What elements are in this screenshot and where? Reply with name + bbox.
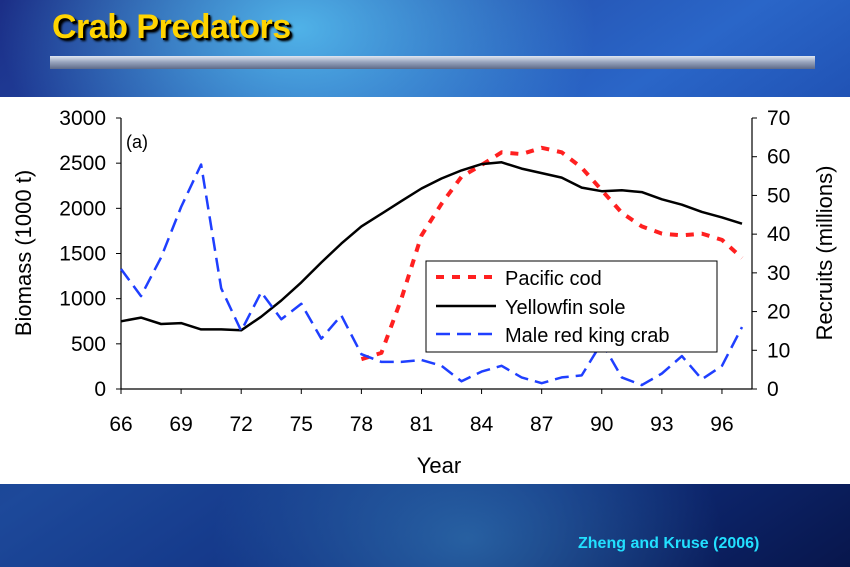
chart-panel: 66 69 72 75 78 81 84 87 90 93 96 0 500 1000 1500 2000 25… <box>0 97 850 484</box>
y-axis-label-left: Biomass (1000 t) <box>11 170 36 336</box>
x-tick-label: 81 <box>410 413 433 436</box>
series-line-male-red-king-crab <box>119 163 744 387</box>
x-tick-label: 93 <box>650 413 673 436</box>
legend-label-yellowfin-sole: Yellowfin sole <box>505 297 625 319</box>
y-axis-label-right: Recruits (millions) <box>812 166 837 341</box>
y-right-tick-label: 70 <box>767 107 790 130</box>
legend-label-pacific-cod: Pacific cod <box>505 268 602 290</box>
x-axis-label: Year <box>417 453 461 478</box>
citation-text: Zheng and Kruse (2006) <box>578 535 760 552</box>
y-right-tick-label: 30 <box>767 262 790 285</box>
y-left-tick-label: 0 <box>94 378 106 401</box>
y-right-tick-label: 40 <box>767 223 790 246</box>
title-underline-bar <box>50 56 815 69</box>
y-left-tick-label: 1000 <box>59 288 106 311</box>
slide-title: Crab Predators <box>52 8 291 46</box>
y-right-tick-label: 50 <box>767 184 790 207</box>
y-right-tick-label: 0 <box>767 378 779 401</box>
x-tick-label: 78 <box>350 413 373 436</box>
x-tick-label: 72 <box>230 413 253 436</box>
x-tick-label: 75 <box>290 413 313 436</box>
y-left-tick-label: 500 <box>71 333 106 356</box>
x-tick-label: 96 <box>710 413 733 436</box>
y-right-tick-label: 60 <box>767 146 790 169</box>
legend-label-male-red-king-crab: Male red king crab <box>505 325 670 347</box>
y-right-tick-label: 20 <box>767 301 790 324</box>
y-left-tick-label: 1500 <box>59 243 106 266</box>
y-left-tick-label: 2000 <box>59 197 106 220</box>
x-tick-label: 90 <box>590 413 613 436</box>
series-line-yellowfin-sole <box>120 161 743 332</box>
y-left-tick-label: 2500 <box>59 152 106 175</box>
panel-label: (a) <box>126 132 148 152</box>
y-right-tick-label: 10 <box>767 339 790 362</box>
line-chart: 66 69 72 75 78 81 84 87 90 93 96050010001500200025… <box>11 107 837 478</box>
chart-ticks: 66 69 72 75 78 81 84 87 90 93 96050010001500200025… <box>59 107 790 436</box>
x-tick-label: 69 <box>169 413 192 436</box>
x-tick-label: 87 <box>530 413 553 436</box>
chart-legend: Pacific cod Yellowfin sole Male red king… <box>425 260 718 353</box>
series-line-pacific-cod <box>360 145 744 362</box>
x-tick-label: 84 <box>470 413 494 436</box>
x-tick-label: 66 <box>109 413 132 436</box>
y-left-tick-label: 3000 <box>59 107 106 130</box>
chart-series <box>119 145 744 387</box>
